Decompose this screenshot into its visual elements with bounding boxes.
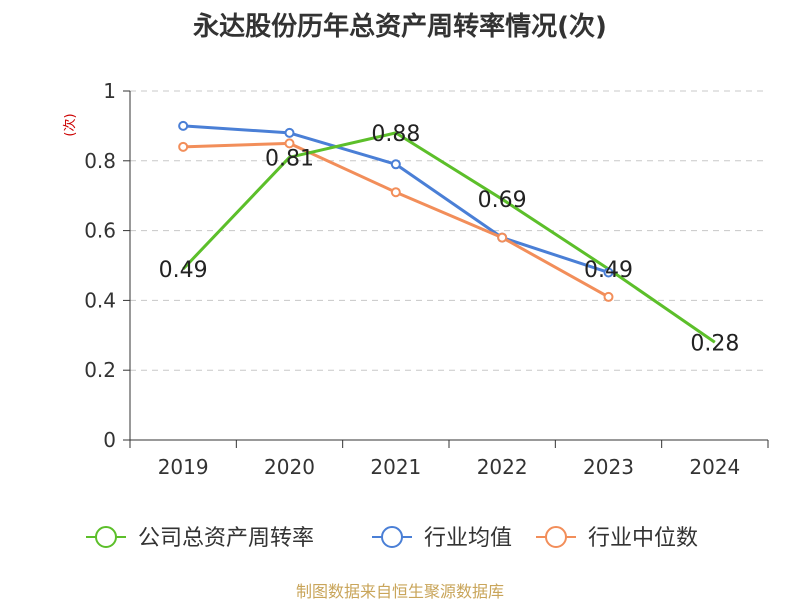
series-points [178,120,614,302]
y-tick-label: 0.4 [84,288,116,312]
y-tick-label: 1 [103,79,116,103]
data-point [178,120,189,131]
data-label: 0.81 [265,146,314,171]
grid-lines [130,90,768,371]
data-point [284,127,295,138]
legend-marker [95,526,117,548]
y-tick-label: 0.6 [84,219,116,243]
series-line [183,124,609,274]
x-tick-label: 2019 [158,455,209,479]
chart-title: 永达股份历年总资产周转率情况(次) [193,12,607,42]
data-label: 0.88 [371,122,420,147]
legend-marker [381,526,403,548]
source-note: 制图数据来自恒生聚源数据库 [295,582,504,601]
legend-label: 公司总资产周转率 [138,526,314,551]
data-labels: 0.49 0.81 0.88 0.69 0.49 0.28 [159,122,740,356]
legend: 公司总资产周转率 行业均值 行业中位数 [86,526,698,551]
x-tick-label: 2024 [689,455,740,479]
data-point [497,232,508,243]
y-tick-label: 0.2 [84,358,116,382]
x-tick-label: 2022 [477,455,528,479]
data-point [390,187,401,198]
data-label: 0.49 [584,258,633,283]
x-tick-label: 2023 [583,455,634,479]
data-point [390,159,401,170]
data-label: 0.28 [690,331,739,356]
x-tick-label: 2021 [370,455,421,479]
data-point [284,138,295,149]
data-point [603,291,614,302]
y-tick-label: 0 [103,428,116,452]
x-tick-label: 2020 [264,455,315,479]
y-axis-unit-label: (次) [62,113,78,136]
data-point [178,141,189,152]
y-tick-label: 0.8 [84,149,116,173]
data-point [603,267,614,278]
series-lines [182,124,716,344]
legend-marker [545,526,567,548]
series-line [182,131,716,344]
data-label: 0.49 [159,258,208,283]
data-label: 0.69 [478,188,527,213]
legend-label: 行业均值 [424,526,512,551]
legend-label: 行业中位数 [588,526,698,551]
